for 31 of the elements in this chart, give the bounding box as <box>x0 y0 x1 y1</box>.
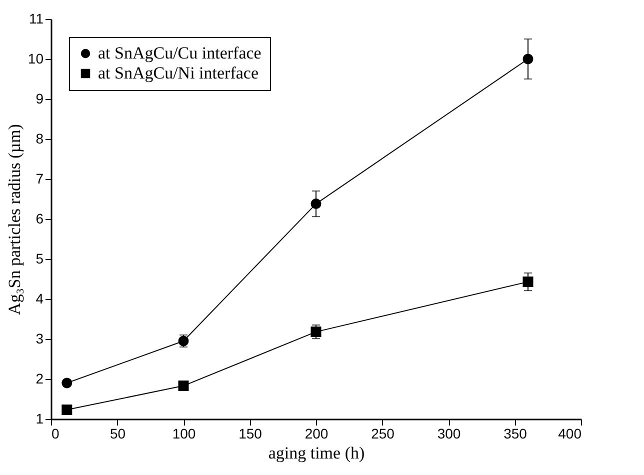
y-tick-label: 8 <box>36 130 44 146</box>
y-tick-label: 11 <box>28 10 44 26</box>
y-axis-title: Ag₃Sn particles radius (µm) <box>4 124 24 315</box>
x-tick-label: 100 <box>172 426 196 442</box>
y-tick-label: 6 <box>36 210 44 226</box>
point <box>310 326 322 338</box>
y-tick-label: 5 <box>36 250 44 266</box>
x-tick-label: 350 <box>504 426 528 442</box>
y-tick-label: 3 <box>36 330 44 346</box>
y-tick-label: 7 <box>36 170 44 186</box>
x-tick-label: 400 <box>558 426 582 442</box>
legend-label: at SnAgCu/Cu interface <box>98 44 262 62</box>
y-tick-label: 1 <box>36 410 44 426</box>
x-tick-label: 300 <box>437 426 461 442</box>
legend-label: at SnAgCu/Ni interface <box>98 64 259 82</box>
point <box>178 380 189 392</box>
y-tick-label: 2 <box>36 370 44 386</box>
x-tick-label: 50 <box>110 426 126 442</box>
y-tick-label: 9 <box>36 90 44 106</box>
point <box>310 198 322 210</box>
y-tick-label: 10 <box>28 50 44 66</box>
point <box>62 404 72 416</box>
x-tick-label: 250 <box>371 426 395 442</box>
y-tick-label: 4 <box>36 290 44 306</box>
x-axis-title: aging time (h) <box>268 444 365 462</box>
point <box>62 378 72 388</box>
point <box>522 54 534 64</box>
x-tick-label: 200 <box>304 426 328 442</box>
point <box>522 276 534 288</box>
x-tick-label: 0 <box>52 426 60 442</box>
x-tick-label: 150 <box>238 426 262 442</box>
